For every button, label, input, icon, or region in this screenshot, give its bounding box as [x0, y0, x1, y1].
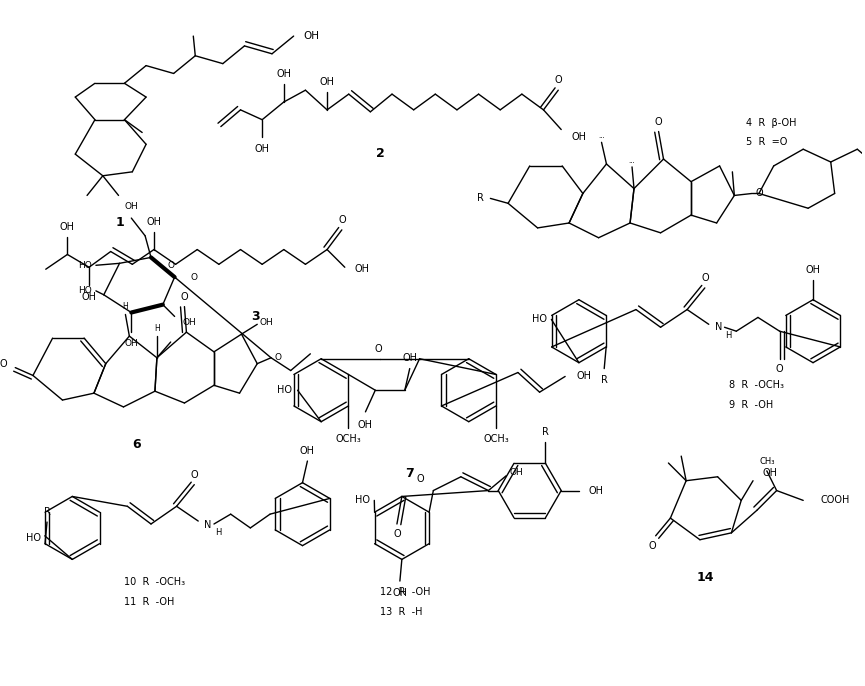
Text: OH: OH: [355, 264, 369, 274]
Text: HO: HO: [78, 261, 92, 270]
Text: OH: OH: [276, 69, 292, 80]
Text: 12  R  -OH: 12 R -OH: [381, 587, 431, 597]
Text: HO: HO: [78, 286, 92, 296]
Text: R: R: [477, 193, 484, 203]
Text: OH: OH: [402, 353, 417, 363]
Text: O: O: [0, 359, 8, 368]
Text: COOH: COOH: [821, 495, 850, 506]
Text: OH: OH: [254, 144, 270, 154]
Text: OH: OH: [358, 420, 373, 429]
Text: HO: HO: [533, 314, 548, 324]
Text: O: O: [701, 273, 708, 283]
Text: R: R: [43, 507, 50, 517]
Text: O: O: [417, 474, 425, 484]
Text: 14: 14: [696, 571, 714, 584]
Text: O: O: [190, 272, 197, 281]
Text: O: O: [338, 215, 346, 225]
Text: 11  R  -OH: 11 R -OH: [125, 597, 175, 606]
Text: CH₃: CH₃: [759, 457, 774, 466]
Text: 1: 1: [115, 217, 124, 230]
Text: OH: OH: [571, 132, 586, 143]
Text: H: H: [154, 324, 160, 333]
Text: O: O: [554, 75, 562, 85]
Text: OH: OH: [319, 78, 335, 87]
Text: O: O: [375, 344, 382, 354]
Text: H: H: [725, 331, 732, 340]
Text: HO: HO: [26, 533, 41, 543]
Text: OH: OH: [260, 318, 273, 327]
Text: O: O: [756, 189, 764, 198]
Text: 9  R  -OH: 9 R -OH: [729, 400, 773, 410]
Text: ...: ...: [599, 133, 605, 139]
Text: O: O: [190, 470, 198, 480]
Text: O: O: [649, 541, 657, 551]
Text: HO: HO: [277, 386, 292, 395]
Text: O: O: [181, 292, 189, 302]
Text: OH: OH: [125, 340, 138, 348]
Text: OH: OH: [60, 222, 75, 232]
Text: OH: OH: [125, 202, 138, 211]
Text: N: N: [714, 322, 722, 332]
Text: OH: OH: [805, 265, 821, 275]
Text: H: H: [215, 528, 221, 537]
Text: H: H: [123, 302, 128, 311]
Text: O: O: [776, 364, 784, 374]
Text: OH: OH: [393, 588, 407, 598]
Text: 6: 6: [132, 438, 141, 451]
Text: R: R: [601, 375, 607, 386]
Text: 8  R  -OCH₃: 8 R -OCH₃: [729, 380, 785, 390]
Text: ...: ...: [629, 158, 636, 164]
Text: O: O: [655, 117, 663, 127]
Text: OH: OH: [300, 446, 315, 456]
Text: 13  R  -H: 13 R -H: [381, 606, 423, 617]
Text: N: N: [204, 520, 212, 530]
Text: OH: OH: [304, 31, 319, 41]
Text: OH: OH: [577, 371, 592, 381]
Text: OH: OH: [763, 468, 778, 478]
Text: 2: 2: [375, 147, 385, 160]
Text: OH: OH: [183, 318, 196, 327]
Text: HO: HO: [356, 495, 370, 506]
Text: O: O: [275, 353, 282, 362]
Text: OCH₃: OCH₃: [336, 434, 362, 445]
Text: OH: OH: [81, 292, 97, 302]
Text: 5  R  =O: 5 R =O: [746, 137, 787, 147]
Text: O: O: [393, 529, 400, 539]
Text: R: R: [542, 427, 549, 437]
Text: 7: 7: [406, 467, 414, 480]
Text: O: O: [167, 261, 174, 270]
Text: 10  R  -OCH₃: 10 R -OCH₃: [125, 577, 186, 587]
Text: 4  R  β-OH: 4 R β-OH: [746, 118, 797, 128]
Text: OH: OH: [589, 486, 604, 495]
Text: OH: OH: [509, 469, 522, 477]
Text: 3: 3: [251, 310, 260, 323]
Text: OH: OH: [146, 217, 162, 227]
Text: OCH₃: OCH₃: [484, 434, 509, 445]
